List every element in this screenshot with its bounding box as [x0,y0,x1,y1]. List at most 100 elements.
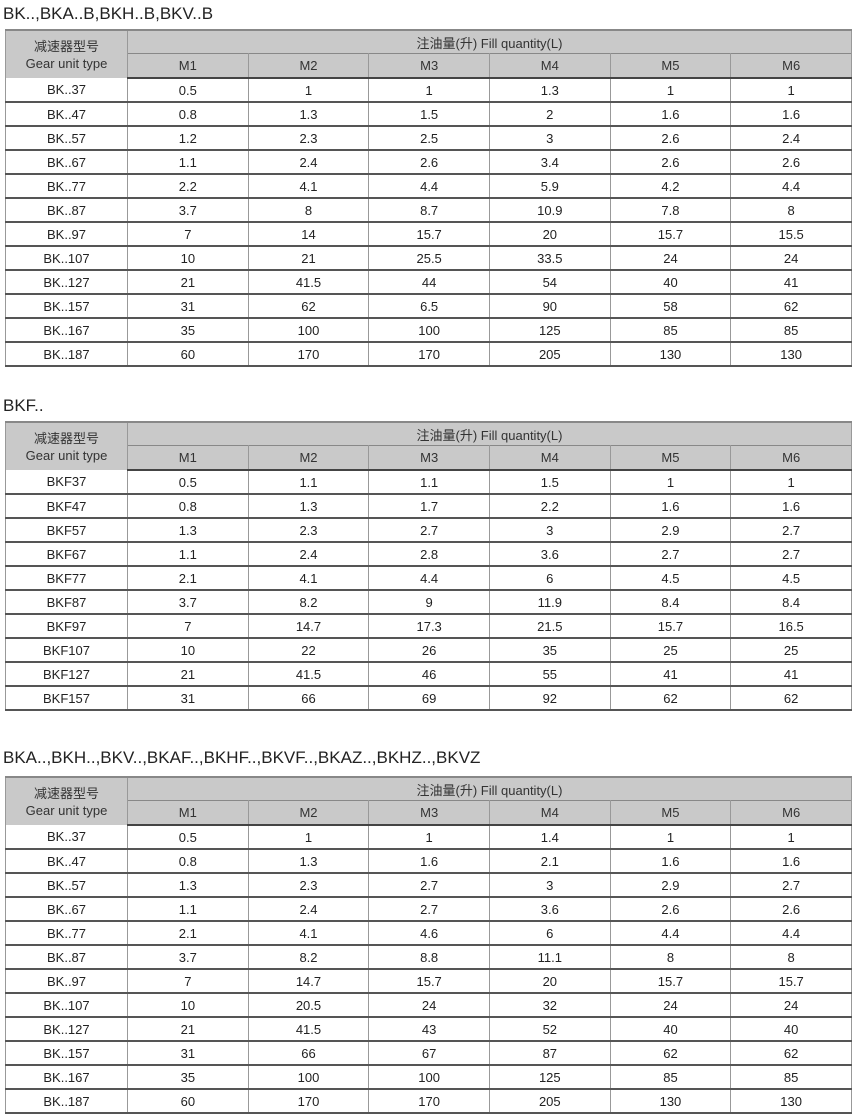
table-row: BK..37 0.5 1 1 1.4 1 1 [5,825,852,850]
fill-quantity-cell: 87 [488,1041,611,1066]
fill-quantity-cell: 0.5 [127,825,249,850]
fill-quantity-cell: 8 [730,945,852,970]
fill-quantity-cell: 41 [730,662,852,687]
fill-quantity-cell: 170 [247,342,370,367]
fill-quantity-cell: 21 [127,662,249,687]
fill-quantity-cell: 1 [368,78,490,103]
table-row: BK..67 1.1 2.4 2.6 3.4 2.6 2.6 [5,150,852,175]
fill-quantity-cell: 205 [488,342,611,367]
fill-quantity-cell: 4.1 [247,566,370,591]
fill-quantity-cell: 125 [488,1065,611,1090]
fill-quantity-cell: 4.4 [730,921,852,946]
fill-quantity-cell: 4.4 [368,566,490,591]
fill-quantity-cell: 3 [488,873,611,898]
gear-unit-type-cell: BK..167 [5,318,128,343]
fill-quantity-cell: 130 [730,1089,852,1114]
fill-quantity-cell: 21 [127,1017,249,1042]
fill-quantity-cell: 7 [127,969,249,994]
fill-quantity-cell: 1 [247,78,370,103]
fill-quantity-cell: 14 [247,222,370,247]
fill-quantity-cell: 8 [730,198,852,223]
fill-quantity-cell: 24 [609,993,732,1018]
fill-quantity-table: 减速器型号 Gear unit type 注油量(升) Fill quantity(… [5,776,852,1114]
gear-unit-type-cell: BKF87 [5,590,128,615]
fill-quantity-cell: 1.1 [127,150,249,175]
gear-unit-type-cell: BK..87 [5,945,128,970]
fill-quantity-cell: 35 [127,318,249,343]
fill-quantity-cell: 4.1 [247,921,370,946]
fill-quantity-cell: 2.8 [368,542,490,567]
fill-quantity-cell: 130 [730,342,852,367]
fill-quantity-cell: 21 [127,270,249,295]
fill-quantity-cell: 1.6 [609,102,732,127]
mounting-position-header: M3 [368,800,490,826]
fill-quantity-cell: 1.3 [247,102,370,127]
gear-unit-type-cell: BK..57 [5,126,128,151]
fill-quantity-cell: 1.6 [730,102,852,127]
fill-quantity-cell: 3 [488,126,611,151]
fill-quantity-cell: 21 [247,246,370,271]
fill-quantity-cell: 15.7 [609,222,732,247]
fill-quantity-cell: 54 [488,270,611,295]
fill-quantity-cell: 24 [730,246,852,271]
fill-quantity-cell: 41.5 [247,662,370,687]
fill-quantity-cell: 2.6 [730,897,852,922]
fill-quantity-cell: 2.7 [609,542,732,567]
gear-unit-type-cell: BK..37 [5,825,128,850]
fill-quantity-cell: 66 [247,686,370,711]
fill-quantity-cell: 8.2 [247,945,370,970]
fill-quantity-cell: 62 [247,294,370,319]
table-row: BK..127 21 41.5 43 52 40 40 [5,1017,852,1042]
fill-quantity-cell: 4.2 [609,174,732,199]
fill-quantity-cell: 10 [127,246,249,271]
fill-quantity-cell: 1.6 [609,494,732,519]
fill-quantity-cell: 20 [488,222,611,247]
fill-quantity-cell: 170 [368,1089,490,1114]
fill-quantity-cell: 92 [488,686,611,711]
fill-quantity-cell: 170 [368,342,490,367]
table-title: BKA..,BKH..,BKV..,BKAF..,BKHF..,BKVF..,B… [3,748,481,767]
fill-quantity-cell: 16.5 [730,614,852,639]
table-row: BKF47 0.8 1.3 1.7 2.2 1.6 1.6 [5,494,852,519]
fill-quantity-cell: 41 [609,662,732,687]
fill-quantity-cell: 8.8 [368,945,490,970]
fill-quantity-cell: 0.8 [127,494,249,519]
fill-quantity-cell: 0.8 [127,102,249,127]
table-title: BKF.. [3,396,44,415]
fill-quantity-table: 减速器型号 Gear unit type 注油量(升) Fill quantity(… [5,29,852,367]
gear-unit-type-cell: BK..157 [5,1041,128,1066]
gear-unit-type-header: 减速器型号 Gear unit type [5,421,128,470]
gear-unit-type-cell: BK..107 [5,246,128,271]
gear-unit-type-cell: BK..87 [5,198,128,223]
fill-quantity-cell: 8.7 [368,198,490,223]
fill-quantity-cell: 24 [730,993,852,1018]
gear-unit-type-cell: BKF127 [5,662,128,687]
gear-unit-type-cell: BK..187 [5,342,128,367]
fill-quantity-cell: 24 [368,993,490,1018]
fill-quantity-cell: 2.6 [609,150,732,175]
fill-quantity-cell: 15.5 [730,222,852,247]
fill-quantity-cell: 1.6 [730,849,852,874]
fill-quantity-cell: 9 [368,590,490,615]
fill-quantity-cell: 40 [609,270,732,295]
fill-quantity-cell: 2.9 [609,518,732,543]
fill-quantity-table: 减速器型号 Gear unit type 注油量(升) Fill quantity(… [5,421,852,711]
fill-quantity-cell: 2.6 [368,150,490,175]
fill-quantity-cell: 62 [609,686,732,711]
fill-quantity-cell: 2.3 [247,518,370,543]
gear-unit-type-cell: BKF57 [5,518,128,543]
fill-quantity-cell: 1.3 [488,78,611,103]
fill-quantity-cell: 2.4 [247,542,370,567]
fill-quantity-cell: 2.7 [368,873,490,898]
fill-quantity-cell: 8 [609,945,732,970]
mounting-position-header: M6 [730,445,852,471]
fill-quantity-cell: 1.3 [127,518,249,543]
fill-quantity-cell: 46 [368,662,490,687]
fill-quantity-cell: 55 [488,662,611,687]
mounting-position-header: M1 [127,53,249,79]
fill-quantity-cell: 32 [488,993,611,1018]
fill-quantity-cell: 205 [488,1089,611,1114]
fill-quantity-header: 注油量(升) Fill quantity(L) [127,776,852,801]
fill-quantity-cell: 62 [730,1041,852,1066]
fill-quantity-cell: 4.5 [609,566,732,591]
